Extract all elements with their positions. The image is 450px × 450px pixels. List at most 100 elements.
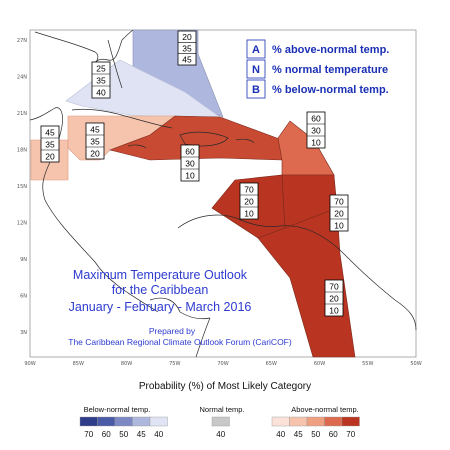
cuba-coast — [71, 108, 173, 129]
box-windward-islands-a: 70 — [334, 197, 344, 207]
lat-tick-label: 3N — [20, 330, 27, 336]
colorbar-above-value: 60 — [329, 430, 338, 439]
lat-tick-label: 27N — [17, 38, 27, 44]
lon-tick-label: 70W — [217, 361, 228, 367]
box-florida-straits: 20 35 45 — [177, 30, 197, 66]
box-belize-guatemala-b: 20 — [45, 152, 55, 162]
key-below-desc: % below-normal temp. — [272, 84, 389, 96]
lat-tick-label: 21N — [17, 111, 27, 117]
colorbar-below-swatch — [79, 416, 98, 427]
box-guianas-n: 20 — [329, 294, 339, 304]
box-guianas: 70 20 10 — [324, 279, 344, 317]
colorbar-above-swatch — [306, 416, 325, 427]
title-line-1: Maximum Temperature Outlook — [73, 268, 248, 282]
key-below: B — [252, 84, 260, 96]
region-guianas — [257, 207, 356, 358]
box-florida-straits-b: 45 — [182, 55, 192, 65]
box-bahamas-a: 25 — [96, 64, 106, 74]
box-belize-guatemala-a: 45 — [45, 128, 55, 138]
box-hispaniola-puerto-rico: 60 30 10 — [180, 144, 200, 182]
box-leeward-islands-n: 30 — [311, 126, 321, 136]
box-southern-caribbean-b: 10 — [244, 209, 254, 219]
colorbar-above-value: 50 — [311, 430, 320, 439]
coastlines — [29, 29, 417, 358]
box-bahamas-n: 35 — [96, 76, 106, 86]
box-belize-guatemala-n: 35 — [45, 140, 55, 150]
forum-name: The Caribbean Regional Climate Outlook F… — [68, 337, 292, 347]
colorbar-above-swatch — [324, 416, 343, 427]
lon-tick-label: 80W — [121, 361, 132, 367]
lon-tick-label: 55W — [362, 361, 373, 367]
gulf-coast — [34, 29, 134, 67]
panama-coast — [149, 297, 211, 320]
title-line-2: for the Caribbean — [112, 283, 209, 297]
colorbar-above-swatch — [289, 416, 308, 427]
longitude-ticks: 90W 85W 80W 75W 70W 65W 60W 55W 50W — [24, 361, 421, 367]
box-hispaniola-puerto-rico-a: 60 — [185, 147, 195, 157]
lon-tick-label: 65W — [266, 361, 277, 367]
colorbar-below: 70 60 50 45 40 — [79, 416, 168, 439]
lat-tick-label: 18N — [17, 148, 27, 154]
colorbar-above-swatch — [341, 416, 360, 427]
colorbar-below-value: 45 — [137, 430, 146, 439]
box-bahamas: 25 35 40 — [91, 61, 111, 99]
colorbar-below-value: 70 — [84, 430, 93, 439]
colorbar-heading: Probability (%) of Most Likely Category — [139, 381, 311, 392]
key-above-desc: % above-normal temp. — [272, 44, 389, 56]
colorbar-below-label: Below-normal temp. — [84, 405, 151, 414]
box-bahamas-b: 40 — [96, 88, 106, 98]
lat-tick-label: 6N — [20, 294, 27, 300]
box-florida-straits-n: 35 — [182, 43, 192, 53]
box-cuba-jamaica-b: 20 — [90, 149, 100, 159]
colorbar-below-swatch — [132, 416, 151, 427]
central-america-coast — [29, 107, 159, 313]
colorbar-above-value: 70 — [346, 430, 355, 439]
lon-tick-label: 75W — [169, 361, 180, 367]
box-cuba-jamaica-n: 35 — [90, 137, 100, 147]
box-windward-islands: 70 20 10 — [329, 194, 349, 232]
colorbar-above: 40 45 50 60 70 — [271, 416, 360, 439]
key-normal-desc: % normal temperature — [272, 64, 388, 76]
colorbar-above-label: Above-normal temp. — [291, 405, 359, 414]
box-southern-caribbean-a: 70 — [244, 185, 254, 195]
box-hispaniola-puerto-rico-b: 10 — [185, 171, 195, 181]
box-guianas-a: 70 — [329, 282, 339, 292]
colorbar-below-value: 50 — [119, 430, 128, 439]
box-windward-islands-b: 10 — [334, 221, 344, 231]
lat-tick-label: 15N — [17, 184, 27, 190]
colorbar-below-swatch — [114, 416, 133, 427]
colorbar-below-swatch — [149, 416, 168, 427]
colorbar-below-swatch — [97, 416, 116, 427]
colorbar-normal-value: 40 — [216, 430, 225, 439]
lon-tick-label: 90W — [24, 361, 35, 367]
box-florida-straits-a: 20 — [182, 32, 192, 42]
colorbar-above-value: 40 — [276, 430, 285, 439]
box-leeward-islands-b: 10 — [311, 138, 321, 148]
colorbar-below-value: 40 — [154, 430, 163, 439]
colorbar-normal-swatch — [211, 416, 230, 427]
puerto-rico-coast — [235, 138, 255, 144]
colorbar-normal: 40 — [211, 416, 230, 439]
colorbar-above-value: 45 — [294, 430, 303, 439]
box-cuba-jamaica: 45 35 20 — [85, 122, 105, 160]
map-title-block: Maximum Temperature Outlook for the Cari… — [68, 268, 292, 347]
box-hispaniola-puerto-rico-n: 30 — [185, 159, 195, 169]
box-leeward-islands: 60 30 10 — [306, 111, 326, 149]
box-belize-guatemala: 45 35 20 — [40, 125, 60, 163]
box-southern-caribbean-n: 20 — [244, 197, 254, 207]
prepared-by: Prepared by — [149, 326, 196, 336]
lat-tick-label: 9N — [20, 257, 27, 263]
box-cuba-jamaica-a: 45 — [90, 125, 100, 135]
box-southern-caribbean: 70 20 10 — [239, 182, 259, 220]
key-normal: N — [252, 64, 260, 76]
key-above: A — [252, 44, 260, 56]
colorbar-above-swatch — [271, 416, 290, 427]
lon-tick-label: 85W — [73, 361, 84, 367]
colombia-interior — [195, 317, 211, 358]
box-windward-islands-n: 20 — [334, 209, 344, 219]
lon-tick-label: 50W — [410, 361, 421, 367]
florida-peninsula — [107, 39, 123, 89]
title-line-3: January - February - March 2016 — [69, 300, 252, 314]
jamaica-coast — [127, 144, 147, 149]
